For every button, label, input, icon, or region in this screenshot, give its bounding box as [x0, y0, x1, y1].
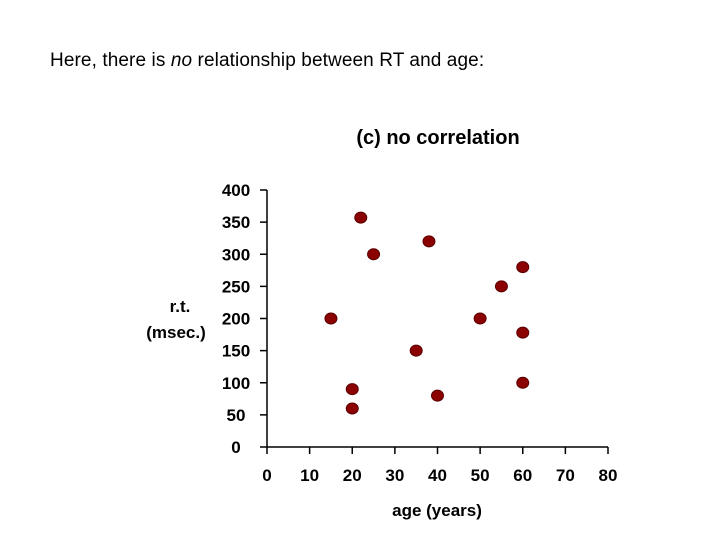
y-tick-label: 250 [222, 277, 250, 296]
x-tick-label: 20 [343, 466, 362, 485]
axes [260, 189, 609, 454]
y-tick-label: 100 [222, 374, 250, 393]
data-point [494, 280, 508, 293]
y-axis-label-line-2: (msec.) [146, 323, 206, 342]
page-heading: Here, there is no relationship between R… [50, 50, 484, 72]
x-tick-label: 70 [556, 466, 575, 485]
data-point [345, 402, 359, 415]
x-axis-label: age (years) [392, 501, 482, 520]
data-point [431, 389, 444, 402]
y-tick-label: 300 [222, 245, 250, 264]
data-point [354, 211, 368, 224]
y-tick-label: 350 [222, 213, 250, 232]
x-tick-label: 80 [599, 466, 618, 485]
data-point [367, 248, 381, 261]
data-point [516, 376, 530, 389]
y-axis-label-line-1: r.t. [170, 297, 191, 316]
heading-emphasis: no [170, 50, 193, 71]
data-point [324, 312, 338, 325]
y-axis-label: r.t. (msec.) [146, 297, 206, 342]
data-point [473, 312, 487, 325]
y-tick-label: 150 [222, 342, 250, 361]
x-tick-label: 30 [385, 466, 404, 485]
heading-suffix: relationship between RT and age: [192, 50, 485, 71]
x-tick-label: 0 [262, 466, 271, 485]
data-point [345, 383, 359, 396]
x-tick-label: 10 [300, 466, 319, 485]
data-points [324, 211, 530, 415]
x-tick-label: 50 [471, 466, 490, 485]
y-tick-label: 50 [227, 406, 246, 425]
data-point [516, 326, 530, 339]
data-point [516, 261, 530, 274]
y-tick-label: 0 [231, 438, 240, 457]
y-tick-label: 400 [222, 181, 250, 200]
data-point [422, 235, 436, 248]
heading-prefix: Here, there is [50, 50, 171, 71]
y-tick-label: 200 [222, 310, 250, 329]
tick-labels: 0 50 100 150 200 250 300 350 400 0 10 20 30 40 50 60 70 8… [222, 181, 618, 485]
x-tick-label: 60 [513, 466, 532, 485]
data-point [409, 344, 423, 357]
x-tick-label: 40 [428, 466, 447, 485]
chart-title: (c) no correlation [356, 127, 519, 149]
